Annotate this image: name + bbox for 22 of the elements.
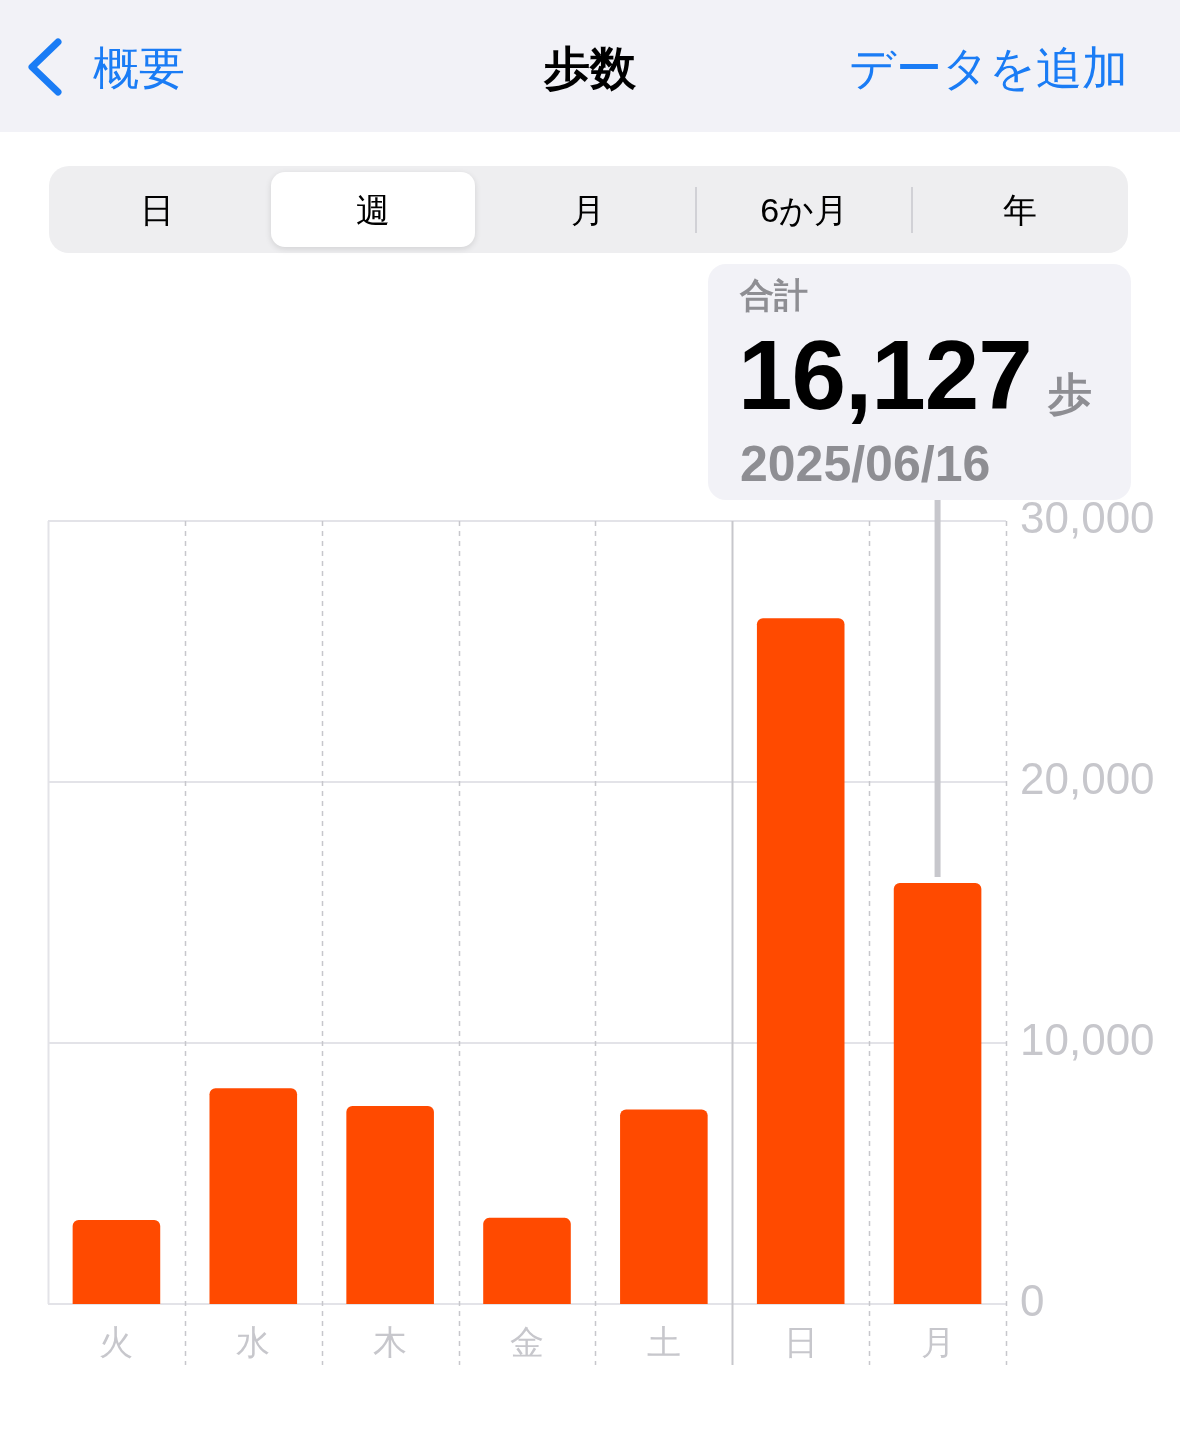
x-tick-label: 金 xyxy=(510,1322,544,1361)
x-tick-label: 水 xyxy=(236,1322,271,1361)
bar xyxy=(893,883,982,1304)
bar xyxy=(483,1217,571,1304)
selected-tab: 週 xyxy=(270,172,475,247)
bar xyxy=(209,1088,298,1304)
bar xyxy=(346,1105,434,1304)
bar xyxy=(756,618,845,1304)
x-tick-label: 日 xyxy=(783,1322,818,1361)
annotation: 16,127 xyxy=(738,320,1032,430)
callout: 合計 16,127 歩 2025/06/16 xyxy=(708,264,1131,500)
y-tick-label: 20,000 xyxy=(1020,754,1155,804)
chart-title: 歩数 xyxy=(544,41,636,96)
segmented-control: 日 週 月 6か月 年 xyxy=(49,166,1128,253)
x-tick-label: 木 xyxy=(373,1322,408,1361)
y-tick-label: 0 xyxy=(1020,1276,1045,1326)
bar xyxy=(620,1109,708,1304)
x-tick-label: 月 xyxy=(920,1322,955,1361)
x-tick-label: 火 xyxy=(99,1322,134,1361)
bar xyxy=(72,1219,161,1304)
x-tick-label: 土 xyxy=(646,1322,681,1361)
y-tick-label: 10,000 xyxy=(1020,1015,1155,1065)
